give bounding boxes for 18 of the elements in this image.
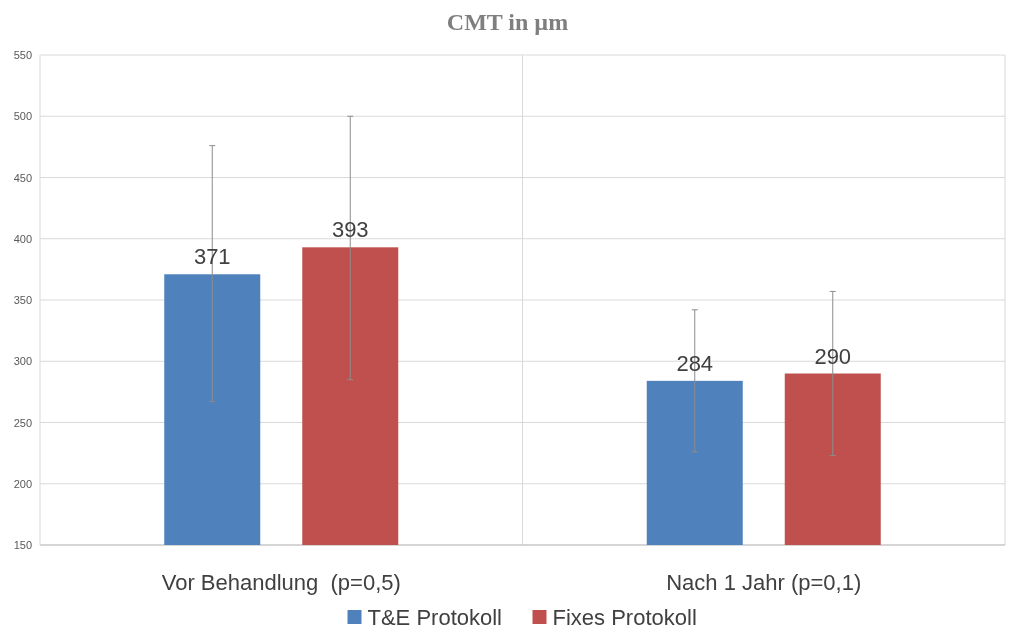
y-tick-label: 450 bbox=[13, 171, 32, 184]
y-tick-label: 250 bbox=[13, 416, 32, 429]
y-tick-label: 400 bbox=[13, 232, 32, 245]
data-label: 290 bbox=[814, 343, 852, 369]
y-tick-label: 200 bbox=[13, 477, 32, 490]
y-tick-label: 300 bbox=[13, 355, 32, 368]
y-tick-label: 500 bbox=[13, 110, 32, 123]
legend-label: Fixes Protokoll bbox=[552, 605, 697, 630]
data-label: 284 bbox=[676, 350, 714, 376]
y-tick-label: 150 bbox=[13, 539, 32, 551]
x-tick-label: Vor Behandlung (p=0,5) bbox=[161, 570, 401, 595]
data-label: 371 bbox=[193, 244, 231, 270]
chart-title: CMT in µm bbox=[446, 9, 569, 35]
legend-label: T&E Protokoll bbox=[367, 605, 502, 630]
data-label: 393 bbox=[331, 217, 369, 243]
y-tick-label: 550 bbox=[13, 49, 32, 61]
y-tick-label: 350 bbox=[13, 294, 32, 306]
x-tick-label: Nach 1 Jahr (p=0,1) bbox=[666, 570, 862, 595]
